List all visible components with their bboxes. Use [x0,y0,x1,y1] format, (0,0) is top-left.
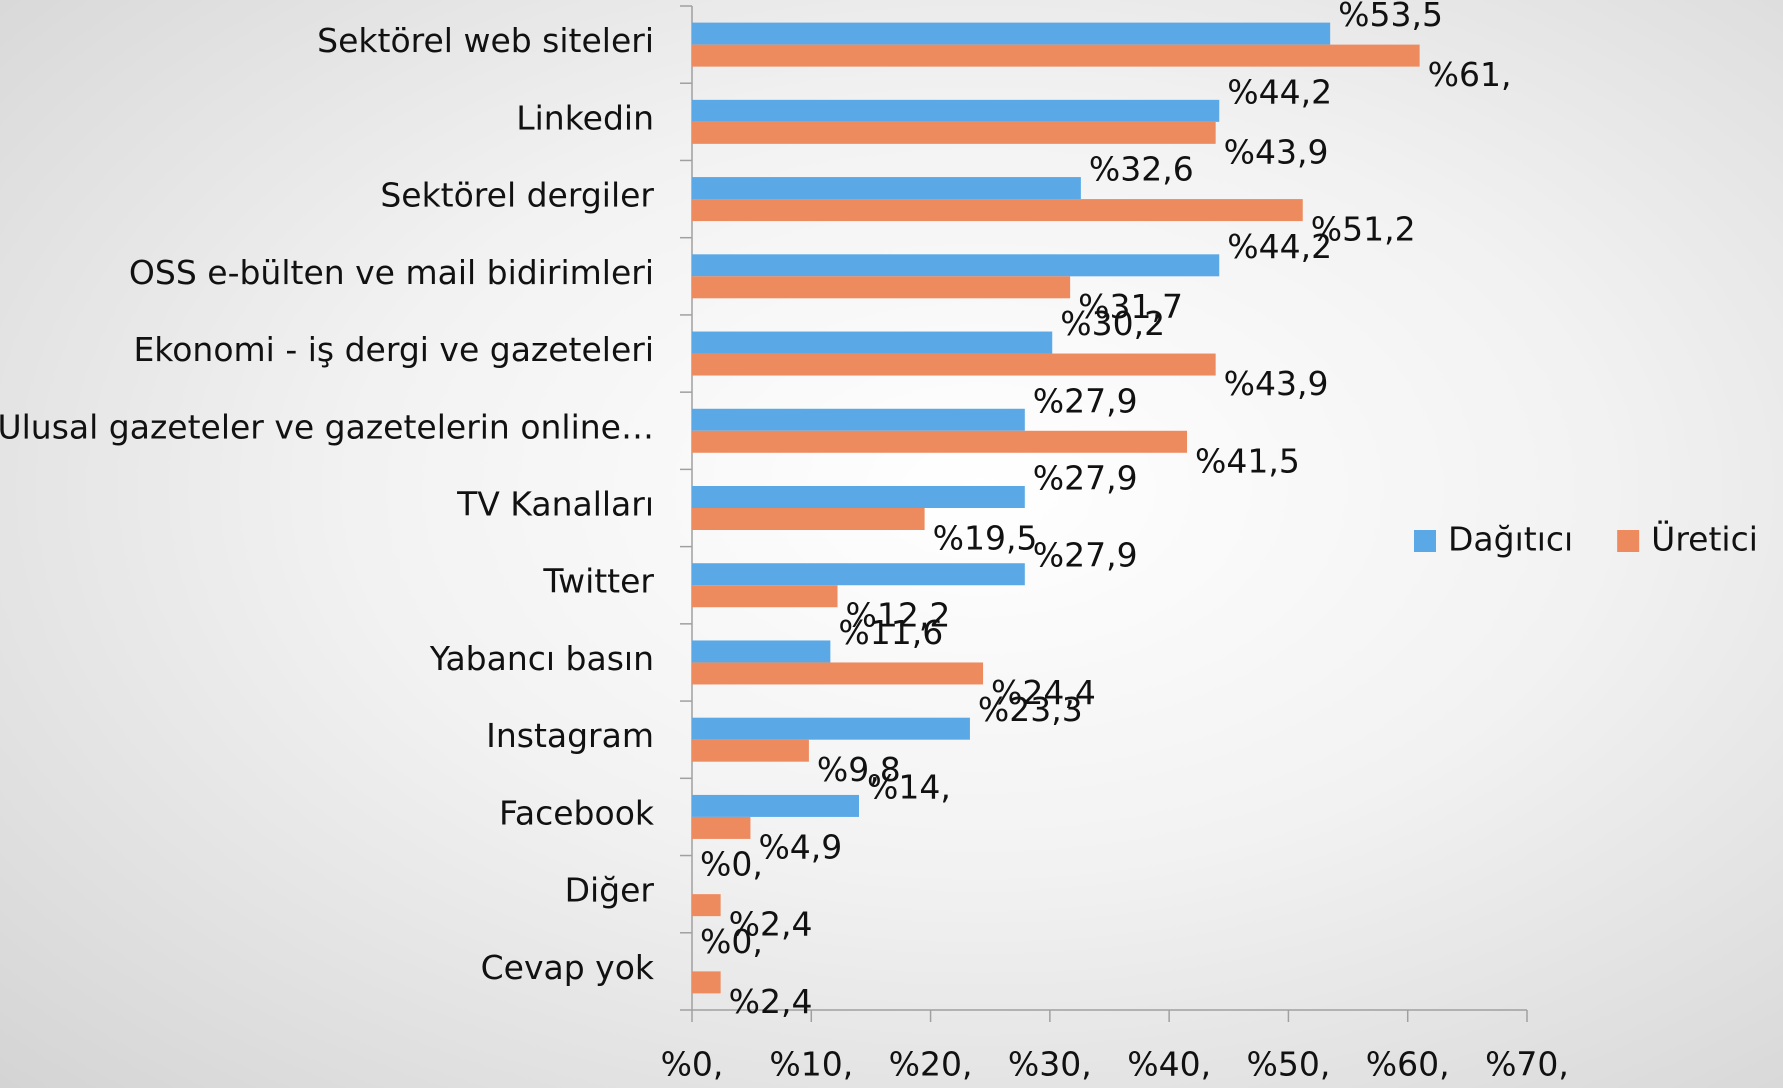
y-tick-label: Instagram [486,716,654,755]
y-tick-label: Ekonomi - iş dergi ve gazeteleri [133,330,654,369]
y-tick-label: Yabancı basın [429,639,654,678]
value-label: %27,9 [1033,536,1138,575]
bar [692,816,751,839]
value-label: %44,2 [1227,72,1332,111]
bar [692,44,1420,67]
y-tick-label: Diğer [565,871,655,910]
bar [692,563,1025,586]
value-label: %51,2 [1311,210,1416,249]
value-label: %31,7 [1078,287,1183,326]
bar [692,276,1071,299]
bar [692,894,721,917]
x-tick-label: %70, [1485,1045,1569,1084]
bar [692,199,1303,222]
legend-label: Dağıtıcı [1448,520,1573,559]
bar [692,486,1025,508]
y-tick-label: Sektörel web siteleri [317,21,654,60]
bar [692,331,1053,354]
bar [692,177,1081,200]
value-label: %2,4 [729,982,813,1021]
value-label: %32,6 [1089,150,1194,189]
value-label: %19,5 [933,519,1038,558]
x-tick-label: %40, [1127,1045,1211,1084]
bar [692,99,1220,122]
value-label: %2,4 [729,905,813,944]
value-label: %9,8 [817,750,901,789]
bar [692,717,970,740]
value-label: %30,2 [1060,304,1165,343]
value-label: %27,9 [1033,459,1138,498]
legend-swatch [1414,530,1436,552]
value-label: %14, [867,767,951,806]
y-tick-label: Cevap yok [481,948,655,987]
bar [692,254,1220,277]
value-label: %53,5 [1338,0,1443,34]
value-label: %12,2 [846,596,951,635]
bar [692,353,1216,376]
value-label: %61, [1428,55,1512,94]
value-label: %4,9 [758,827,842,866]
value-label: %23,3 [978,690,1083,729]
y-tick-label: Sektörel dergiler [380,176,654,215]
bar [692,508,925,530]
x-tick-label: %60, [1366,1045,1450,1084]
legend-label: Üretici [1651,519,1758,559]
y-tick-label: Facebook [499,793,655,832]
x-tick-label: %0, [661,1045,724,1084]
bar [692,794,859,817]
bar [692,430,1188,453]
x-tick-label: %10, [769,1045,853,1084]
value-label: %43,9 [1224,132,1329,171]
bar [692,640,831,663]
value-label: %44,2 [1227,227,1332,266]
y-tick-label: Linkedin [516,98,654,137]
bar [692,121,1216,144]
bar [692,662,984,685]
y-tick-label: OSS e-bülten ve mail bidirimleri [129,253,654,292]
bar [692,739,809,762]
y-tick-label: TV Kanalları [456,485,654,524]
y-tick-label: Ulusal gazeteler ve gazetelerin online… [0,407,654,446]
x-tick-label: %30, [1008,1045,1092,1084]
legend-swatch [1617,530,1640,552]
x-tick-label: %50, [1247,1045,1331,1084]
value-label: %41,5 [1195,441,1300,480]
value-label: %0, [700,845,763,884]
value-label: %11,6 [838,613,943,652]
x-tick-label: %20, [889,1045,973,1084]
bar [692,408,1025,431]
value-label: %0, [700,922,763,961]
bar [692,971,721,994]
value-label: %27,9 [1033,381,1138,420]
bar [692,22,1331,45]
value-label: %43,9 [1224,364,1329,403]
bar [692,585,838,608]
y-tick-label: Twitter [542,562,654,601]
value-label: %24,4 [991,673,1096,712]
